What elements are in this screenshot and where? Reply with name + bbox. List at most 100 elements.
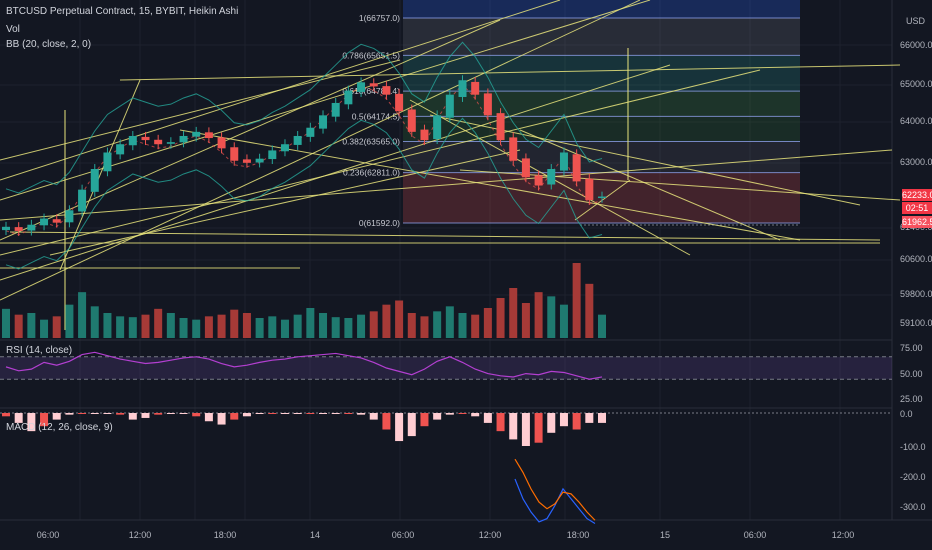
fib-level-label: 1(66757.0): [359, 13, 400, 23]
volume-bar: [534, 292, 543, 338]
volume-bar: [242, 313, 251, 338]
volume-bar: [103, 313, 112, 338]
volume-bar: [268, 316, 277, 338]
volume-bar: [2, 308, 10, 338]
volume-bar: [128, 317, 137, 338]
macd-histogram-bar: [217, 413, 226, 425]
time-axis[interactable]: 06:00 12:00 18:00 14 06:00 12:00 18:00 15 06:00 1…: [37, 530, 855, 540]
candle: [103, 152, 112, 172]
volume-bar: [547, 296, 556, 338]
candle: [420, 129, 429, 141]
price-tick-label: 66000.0: [900, 40, 932, 50]
volume-bar: [230, 309, 239, 338]
candle: [217, 137, 226, 149]
volume-bar: [458, 313, 467, 338]
trendline: [0, 59, 401, 161]
rsi-tick-label: 50.00: [900, 369, 923, 379]
vol-label: Vol: [6, 24, 20, 35]
macd-histogram-bar: [90, 413, 99, 414]
volume-bar: [306, 308, 315, 338]
vol-legend[interactable]: Vol: [6, 24, 20, 35]
price-axis[interactable]: 66000.065000.064000.063000.061400.060600…: [900, 40, 932, 512]
volume-bar: [90, 306, 99, 338]
volume-bar: [483, 308, 492, 338]
macd-histogram-bar: [509, 413, 518, 440]
macd-histogram-bar: [319, 413, 328, 414]
macd-histogram-bar: [344, 413, 353, 414]
volume-bar: [179, 318, 188, 338]
trendline: [0, 149, 893, 221]
time-tick-label: 18:00: [214, 530, 237, 540]
volume-bar: [319, 313, 328, 338]
candle: [407, 109, 416, 132]
macd-histogram-bar: [27, 413, 36, 432]
candle: [128, 135, 137, 146]
macd-histogram-bar: [242, 413, 251, 417]
main-legend[interactable]: BTCUSD Perpetual Contract, 15, BYBIT, He…: [6, 6, 238, 17]
candle: [369, 83, 378, 87]
macd-histogram-bar: [192, 413, 201, 417]
signal-line: [514, 458, 596, 521]
macd-histogram-bar: [166, 413, 175, 414]
macd-histogram-bar: [407, 413, 416, 437]
macd-histogram-bar: [154, 413, 163, 415]
rsi-legend[interactable]: RSI (14, close): [6, 345, 72, 356]
grid: [0, 0, 932, 521]
candle: [116, 144, 125, 155]
candle: [395, 93, 404, 112]
trendline: [0, 64, 671, 281]
macd-tick-label: -200.0: [900, 472, 926, 482]
macd-histogram-bar: [547, 413, 556, 433]
candle: [598, 196, 606, 199]
bb-legend[interactable]: BB (20, close, 2, 0): [6, 39, 91, 50]
candle: [27, 224, 36, 231]
macd-tick-label: -100.0: [900, 442, 926, 452]
volume-bar: [255, 318, 264, 338]
volume-bar: [40, 319, 49, 338]
time-tick-label: 15: [660, 530, 670, 540]
volume-bar: [598, 314, 606, 338]
volume-bar: [445, 306, 454, 338]
candle: [382, 86, 391, 95]
candle: [2, 226, 10, 231]
price-tick-label: 63000.0: [900, 157, 932, 167]
time-tick-label: 12:00: [479, 530, 502, 540]
trendline: [0, 0, 641, 301]
volume-bar: [116, 316, 125, 338]
candle: [319, 115, 328, 129]
volume-bar: [293, 314, 302, 338]
volume-bar: [27, 313, 36, 338]
volume-bar: [65, 304, 74, 338]
time-tick-label: 12:00: [832, 530, 855, 540]
fib-zone: [403, 91, 800, 117]
candle: [572, 154, 581, 182]
candle: [559, 152, 568, 171]
volume-bar: [192, 319, 201, 338]
rsi-band: [0, 356, 892, 380]
volume-bar: [52, 316, 61, 338]
volume-bar: [369, 311, 378, 338]
fib-zone: [403, 0, 800, 18]
candle: [471, 81, 480, 95]
trendline: [0, 69, 761, 256]
candle: [306, 127, 315, 137]
rsi-pane: [0, 351, 892, 380]
fib-level-label: 0.382(63565.0): [342, 137, 400, 147]
candle: [40, 218, 49, 226]
candle: [78, 189, 87, 212]
time-tick-label: 12:00: [129, 530, 152, 540]
candles: [2, 75, 606, 236]
macd-legend[interactable]: MACD (12, 26, close, 9): [6, 422, 113, 433]
volume-bar: [585, 283, 594, 338]
macd-histogram-bar: [2, 413, 10, 417]
volume-bar: [344, 318, 353, 338]
macd-histogram-bar: [331, 413, 340, 414]
bb-lower-badge: 61962.5: [902, 216, 932, 228]
volume-bar: [471, 314, 480, 338]
volume-bar: [357, 314, 366, 338]
volume-bar: [78, 292, 87, 338]
trendline: [459, 169, 901, 201]
candle: [179, 135, 188, 143]
macd-histogram-bar: [293, 413, 302, 414]
